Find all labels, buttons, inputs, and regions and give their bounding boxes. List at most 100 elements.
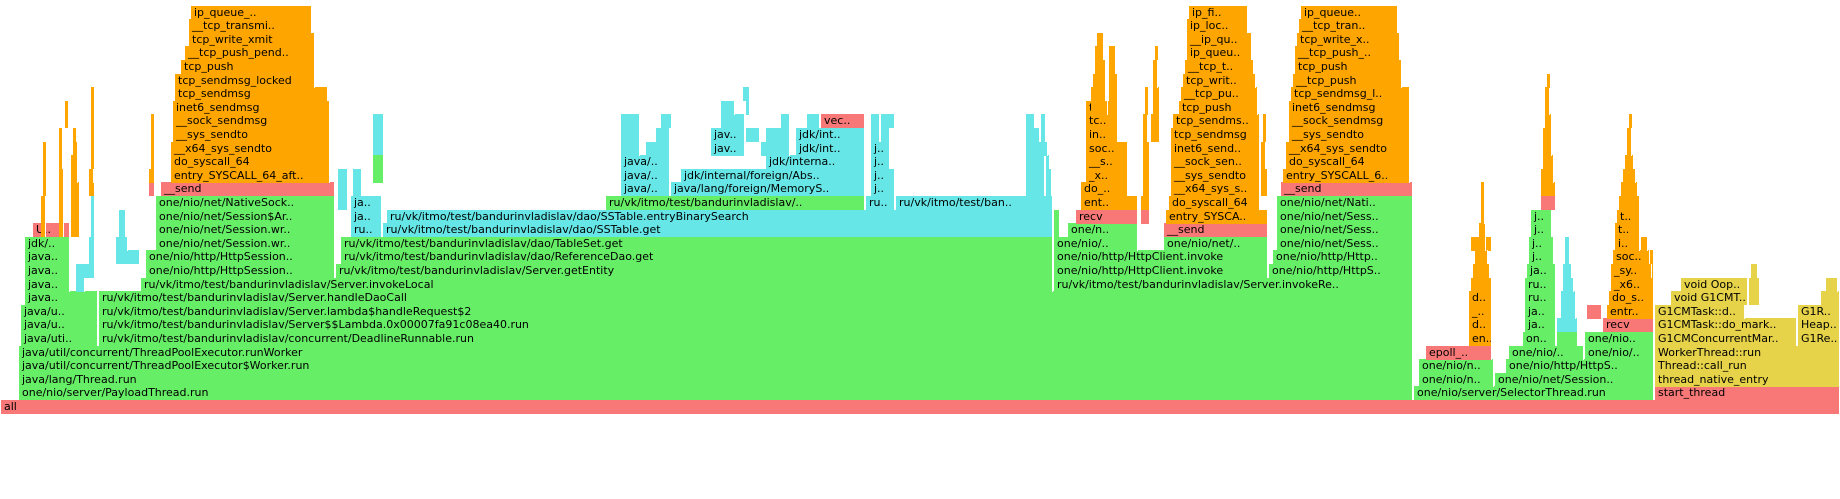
flame-frame[interactable]: one/nio/net/Session.wr.. — [156, 236, 335, 251]
flame-frame[interactable] — [89, 168, 94, 183]
flame-frame[interactable]: ru/vk/itmo/test/bandurinvladislav/Server… — [99, 304, 1413, 319]
flame-frame[interactable]: __sock_sendmsg — [1289, 114, 1410, 129]
flame-frame[interactable]: java/uti.. — [21, 332, 98, 346]
flame-frame[interactable] — [373, 114, 384, 129]
flame-frame[interactable] — [1153, 73, 1158, 88]
flame-frame[interactable] — [1547, 73, 1551, 88]
flame-frame[interactable] — [1821, 291, 1840, 306]
flame-frame[interactable]: __sock_sen.. — [1171, 155, 1260, 170]
flame-frame[interactable] — [43, 141, 47, 156]
flame-frame[interactable] — [1091, 100, 1108, 115]
flame-frame[interactable]: ip_fi.. — [1189, 5, 1248, 20]
flame-frame[interactable]: one/nio/net/Sess.. — [1277, 236, 1413, 251]
flame-frame[interactable] — [1557, 318, 1578, 333]
flame-frame[interactable] — [89, 182, 95, 197]
flame-frame[interactable]: one/nio/.. — [1509, 345, 1584, 360]
flame-frame[interactable]: one/nio/http/HttpS.. — [1269, 264, 1413, 278]
flame-frame[interactable]: ja.. — [351, 196, 382, 210]
flame-frame[interactable]: java/.. — [621, 155, 670, 170]
flame-frame[interactable] — [65, 114, 69, 129]
flame-frame[interactable] — [1481, 182, 1485, 197]
flame-frame[interactable] — [41, 209, 46, 224]
flame-frame[interactable] — [151, 128, 155, 142]
flame-frame[interactable]: j.. — [1529, 236, 1554, 251]
flame-frame[interactable] — [1095, 46, 1104, 61]
flame-frame[interactable] — [71, 209, 80, 224]
flame-frame[interactable] — [1143, 114, 1148, 129]
flame-frame[interactable]: ru.. — [351, 223, 382, 238]
flame-frame[interactable]: java/.. — [621, 182, 670, 197]
flame-frame[interactable]: java.. — [25, 264, 70, 278]
flame-frame[interactable] — [1541, 182, 1556, 197]
flame-frame[interactable] — [43, 155, 47, 170]
flame-frame[interactable]: ru/vk/itmo/test/ban.. — [896, 196, 1053, 210]
flame-frame[interactable]: G1Re.. — [1798, 332, 1840, 346]
flame-frame[interactable] — [1261, 141, 1266, 156]
flame-frame[interactable]: entry_SYSCA.. — [1166, 209, 1268, 224]
flame-frame[interactable]: do_syscall_64 — [1169, 196, 1260, 210]
flame-frame[interactable]: _.. — [1469, 304, 1492, 319]
flame-frame[interactable] — [71, 182, 80, 197]
flame-frame[interactable] — [353, 182, 362, 197]
flame-frame[interactable]: one/nio/server/PayloadThread.run — [19, 386, 1413, 401]
flame-frame[interactable]: one/nio/net/Sess.. — [1277, 209, 1413, 224]
flame-frame[interactable] — [1041, 114, 1046, 129]
flame-frame[interactable] — [1054, 223, 1060, 238]
flame-frame[interactable]: one/nio/http/HttpSession.. — [146, 264, 335, 278]
flame-frame[interactable]: t.. — [1617, 209, 1640, 224]
flame-frame[interactable]: do_syscall_64 — [171, 155, 330, 170]
flame-frame[interactable] — [59, 223, 64, 238]
flame-frame[interactable] — [1026, 182, 1045, 197]
flame-frame[interactable] — [1091, 87, 1106, 102]
flame-frame[interactable] — [621, 114, 640, 129]
flame-frame[interactable]: inet6_sendmsg — [173, 100, 330, 115]
flame-frame[interactable]: WorkerThread::run — [1655, 345, 1840, 360]
flame-frame[interactable]: ja.. — [1525, 304, 1556, 319]
flame-frame[interactable] — [1026, 168, 1045, 183]
flame-frame[interactable] — [341, 182, 348, 197]
flame-frame[interactable]: ip_queue.. — [1301, 5, 1398, 20]
flame-frame[interactable] — [116, 236, 128, 251]
flame-frame[interactable] — [71, 168, 78, 183]
flame-frame[interactable] — [73, 128, 77, 142]
flame-frame[interactable] — [373, 128, 384, 142]
flame-frame[interactable] — [1481, 209, 1485, 224]
flame-frame[interactable]: jdk/int.. — [796, 128, 865, 142]
flame-frame[interactable]: __tcp_pu.. — [1181, 87, 1258, 102]
flame-frame[interactable] — [1561, 304, 1576, 319]
flame-frame[interactable]: i.. — [1615, 236, 1640, 251]
flame-frame[interactable] — [1026, 128, 1040, 142]
flame-frame[interactable] — [1153, 60, 1158, 74]
flame-frame[interactable]: j.. — [871, 182, 895, 197]
flame-frame[interactable]: __send — [1164, 223, 1268, 238]
flame-frame[interactable]: j.. — [1531, 223, 1552, 238]
flame-frame[interactable] — [1145, 87, 1149, 102]
flame-frame[interactable]: java/util/concurrent/ThreadPoolExecutor.… — [19, 345, 1413, 360]
flame-frame[interactable] — [1046, 168, 1052, 183]
flame-frame[interactable] — [881, 114, 895, 129]
flame-frame[interactable]: __tcp_push_pend.. — [185, 46, 315, 61]
flame-frame[interactable]: __x64_sys_sendto — [1286, 141, 1410, 156]
flame-frame[interactable] — [1627, 141, 1632, 156]
flame-frame[interactable] — [1557, 332, 1578, 346]
flame-frame[interactable]: G1CMTask::d.. — [1655, 304, 1745, 319]
flame-frame[interactable]: inet6_send.. — [1171, 141, 1260, 156]
flame-frame[interactable] — [41, 196, 46, 210]
flame-frame[interactable]: ru/vk/itmo/test/bandurinvladislav/dao/Re… — [341, 250, 1053, 265]
flame-frame[interactable]: one/nio/server/SelectorThread.run — [1414, 386, 1654, 401]
flame-frame[interactable]: ru.. — [1525, 291, 1556, 306]
flame-frame[interactable] — [59, 155, 63, 170]
flame-frame[interactable]: ip_queue_.. — [191, 5, 312, 20]
flame-frame[interactable] — [1026, 114, 1035, 129]
flame-frame[interactable] — [621, 128, 640, 142]
flame-frame[interactable]: one/nio/http/HttpSession.. — [146, 250, 335, 265]
flame-frame[interactable]: one/nio/net/Nati.. — [1277, 196, 1413, 210]
flame-frame[interactable] — [89, 250, 95, 265]
flame-frame[interactable] — [91, 128, 95, 142]
flame-frame[interactable] — [1261, 155, 1266, 170]
flame-frame[interactable]: en.. — [1469, 332, 1492, 346]
flame-frame[interactable] — [1625, 155, 1634, 170]
flame-frame[interactable] — [721, 100, 735, 115]
flame-frame[interactable] — [1143, 155, 1150, 170]
flame-frame[interactable] — [1261, 182, 1268, 197]
